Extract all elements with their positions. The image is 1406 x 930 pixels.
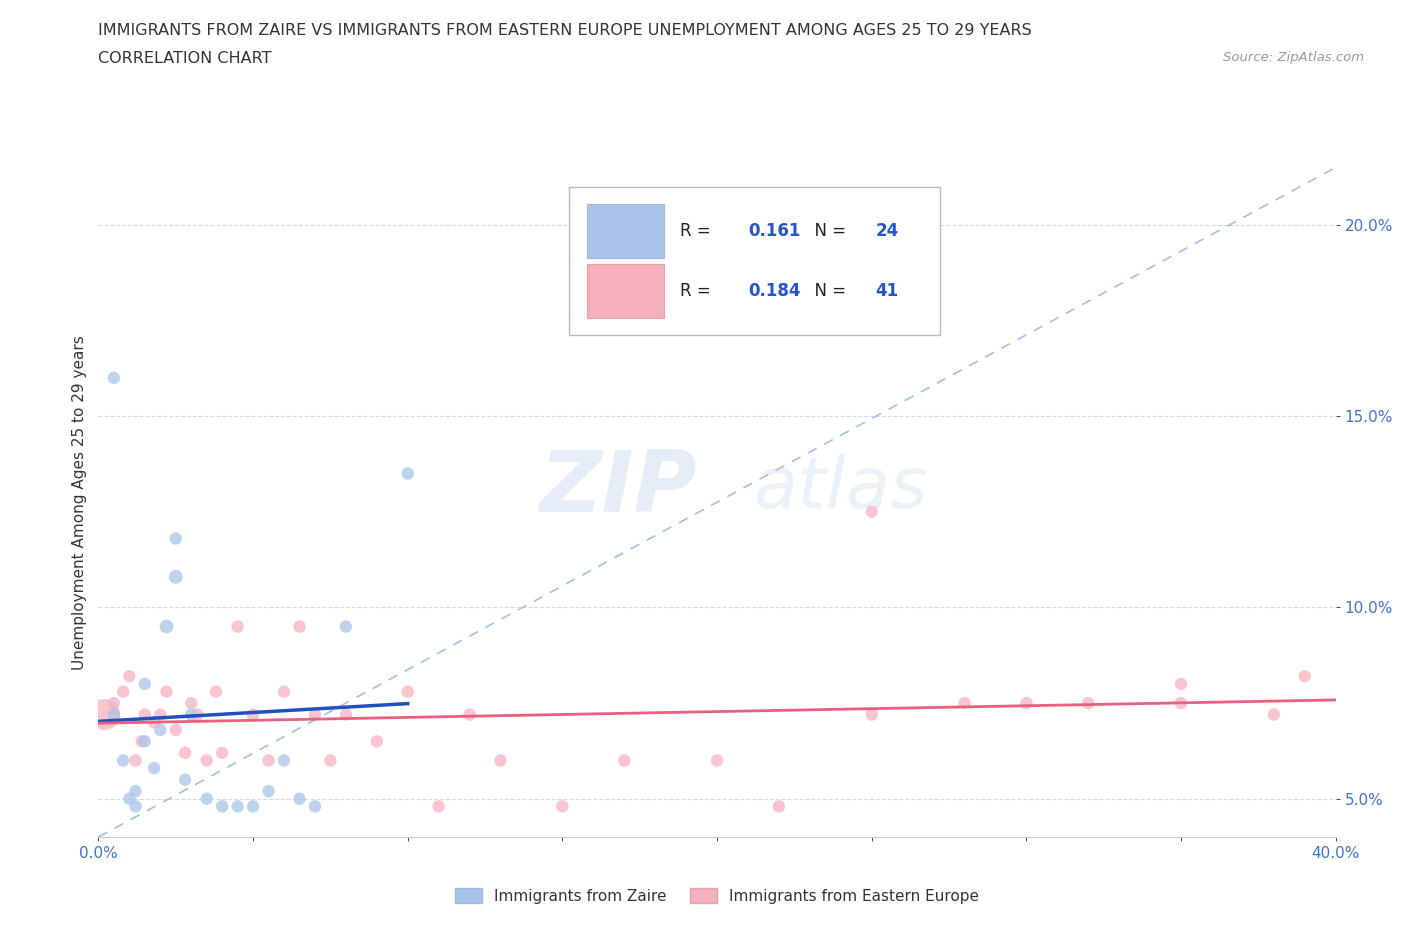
Point: [304, 799, 326, 814]
Point: [149, 707, 172, 722]
Point: [768, 799, 790, 814]
Point: [180, 707, 202, 722]
Text: atlas: atlas: [754, 455, 928, 524]
Point: [458, 707, 481, 722]
Point: [860, 707, 883, 722]
Point: [288, 619, 311, 634]
Point: [93, 707, 115, 722]
Point: [706, 753, 728, 768]
Point: [211, 799, 233, 814]
Point: [257, 753, 280, 768]
Point: [1077, 696, 1099, 711]
Point: [335, 707, 357, 722]
Point: [165, 569, 187, 584]
Point: [366, 734, 388, 749]
Y-axis label: Unemployment Among Ages 25 to 29 years: Unemployment Among Ages 25 to 29 years: [72, 335, 87, 670]
Point: [174, 772, 197, 787]
Text: R =: R =: [681, 283, 716, 300]
FancyBboxPatch shape: [568, 188, 939, 335]
Point: [1294, 669, 1316, 684]
Point: [134, 707, 156, 722]
Point: [953, 696, 976, 711]
Point: [195, 753, 218, 768]
Point: [186, 707, 208, 722]
FancyBboxPatch shape: [588, 264, 665, 318]
Point: [319, 753, 342, 768]
Text: ZIP: ZIP: [540, 447, 697, 530]
Point: [118, 669, 141, 684]
Point: [103, 696, 125, 711]
Point: [226, 799, 249, 814]
Point: [143, 715, 166, 730]
Text: 0.184: 0.184: [748, 283, 800, 300]
Point: [180, 696, 202, 711]
Point: [1170, 676, 1192, 691]
Point: [242, 707, 264, 722]
Point: [195, 791, 218, 806]
Point: [165, 723, 187, 737]
Text: 0.161: 0.161: [748, 222, 800, 240]
Text: Source: ZipAtlas.com: Source: ZipAtlas.com: [1223, 51, 1364, 64]
Point: [205, 684, 228, 699]
Point: [118, 791, 141, 806]
Point: [396, 466, 419, 481]
Text: IMMIGRANTS FROM ZAIRE VS IMMIGRANTS FROM EASTERN EUROPE UNEMPLOYMENT AMONG AGES : IMMIGRANTS FROM ZAIRE VS IMMIGRANTS FROM…: [98, 23, 1032, 38]
Text: N =: N =: [804, 222, 851, 240]
Point: [134, 734, 156, 749]
FancyBboxPatch shape: [588, 205, 665, 258]
Legend: Immigrants from Zaire, Immigrants from Eastern Europe: Immigrants from Zaire, Immigrants from E…: [449, 882, 986, 910]
Point: [134, 676, 156, 691]
Point: [155, 684, 177, 699]
Point: [103, 370, 125, 385]
Point: [131, 734, 153, 749]
Text: R =: R =: [681, 222, 716, 240]
Point: [396, 684, 419, 699]
Point: [1015, 696, 1038, 711]
Point: [257, 784, 280, 799]
Point: [112, 753, 135, 768]
Point: [149, 723, 172, 737]
Text: 41: 41: [876, 283, 898, 300]
Point: [226, 619, 249, 634]
Point: [112, 684, 135, 699]
Point: [143, 761, 166, 776]
Point: [174, 745, 197, 760]
Point: [103, 707, 125, 722]
Point: [427, 799, 450, 814]
Point: [1170, 696, 1192, 711]
Text: 24: 24: [876, 222, 898, 240]
Point: [124, 784, 146, 799]
Text: CORRELATION CHART: CORRELATION CHART: [98, 51, 271, 66]
Point: [613, 753, 636, 768]
Point: [860, 504, 883, 519]
Point: [124, 799, 146, 814]
Point: [211, 745, 233, 760]
Point: [165, 531, 187, 546]
Point: [551, 799, 574, 814]
Point: [288, 791, 311, 806]
Point: [155, 619, 177, 634]
Point: [242, 799, 264, 814]
Text: N =: N =: [804, 283, 851, 300]
Point: [273, 684, 295, 699]
Point: [489, 753, 512, 768]
Point: [273, 753, 295, 768]
Point: [335, 619, 357, 634]
Point: [124, 753, 146, 768]
Point: [1263, 707, 1285, 722]
Point: [304, 707, 326, 722]
